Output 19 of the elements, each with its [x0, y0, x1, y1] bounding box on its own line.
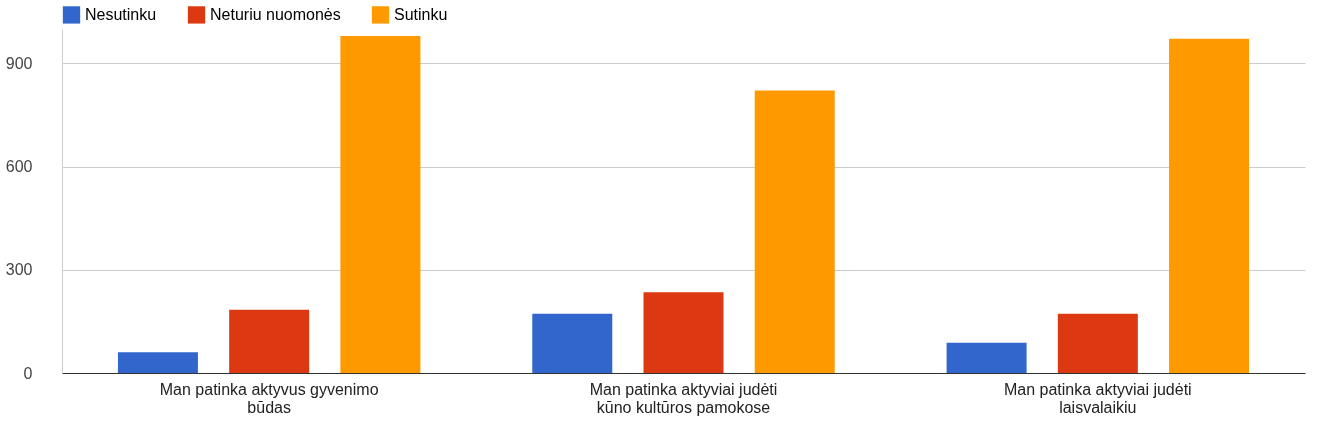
bar — [946, 342, 1027, 373]
y-tick-label: 0 — [23, 364, 33, 382]
legend-label: Neturiu nuomonės — [210, 5, 341, 23]
bar — [532, 313, 613, 373]
bar — [117, 352, 198, 373]
y-tick-label: 300 — [5, 261, 33, 279]
x-tick-label: Man patinka aktyviai judėti laisvalaikiu — [1004, 380, 1192, 416]
bar — [1169, 38, 1250, 373]
bar — [1057, 313, 1138, 373]
y-tick-label: 600 — [5, 158, 33, 176]
x-tick-label: Man patinka aktyviai judėti kūno kultūros pamokose — [589, 380, 778, 416]
bar — [340, 35, 421, 373]
legend-label: Sutinku — [394, 5, 448, 23]
bar — [754, 90, 835, 373]
y-tick-label: 900 — [5, 54, 33, 72]
bar — [229, 309, 310, 373]
x-tick-label: Man patinka aktyvus gyvenimo būdas — [159, 380, 379, 416]
legend-label: Nesutinku — [85, 5, 157, 23]
bar — [643, 292, 724, 373]
